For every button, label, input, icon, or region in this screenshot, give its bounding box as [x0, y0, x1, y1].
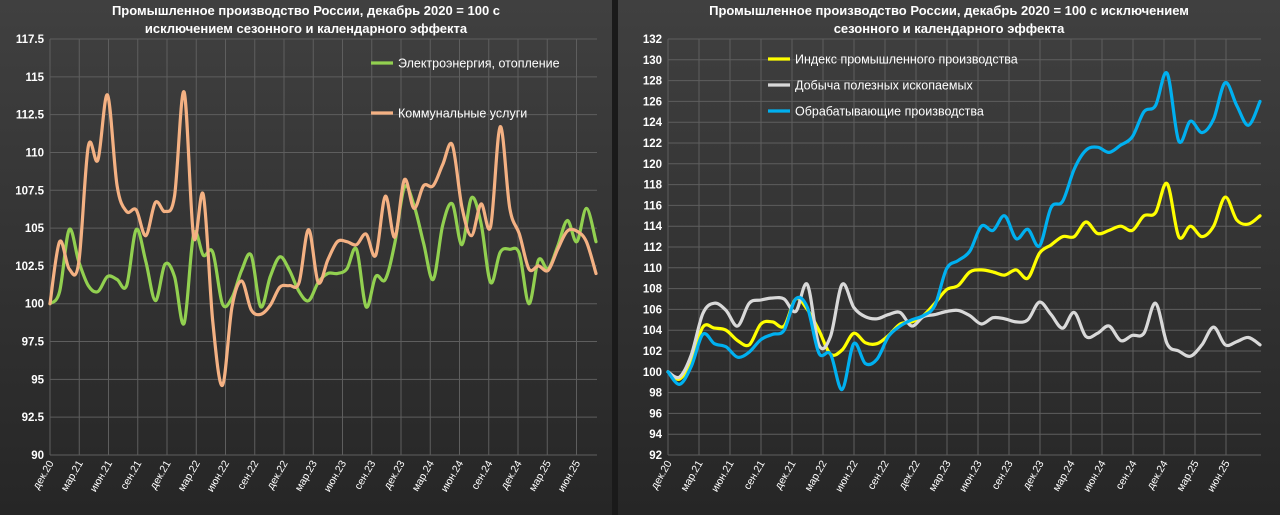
left-y-tick-label: 105 [25, 223, 45, 235]
right-x-tick-label: дек.23 [1021, 458, 1047, 491]
left-x-tick-label: сен.22 [235, 458, 261, 491]
right-x-tick-label: дек.21 [773, 458, 799, 491]
right-x-tick-label: сен.21 [741, 458, 767, 491]
left-chart-title-line2: исключением сезонного и календарного эфф… [144, 21, 468, 36]
left-legend-label-2: Коммунальные услуги [398, 107, 527, 121]
right-x-tick-label: мар.21 [678, 458, 705, 493]
right-x-tick-label: сен.23 [989, 458, 1015, 491]
right-y-tick-label: 122 [643, 138, 662, 150]
right-y-tick-label: 102 [643, 346, 662, 358]
right-y-tick-label: 98 [649, 388, 662, 400]
right-x-tick-label: июн.24 [1081, 458, 1109, 494]
right-x-tick-label: мар.24 [1050, 458, 1077, 493]
left-x-tick-label: июн.24 [439, 458, 467, 494]
right-legend-label-1: Индекс промышленного производства [795, 53, 1018, 67]
left-x-tick-label: мар.23 [293, 458, 320, 493]
right-y-tick-label: 124 [643, 117, 663, 129]
right-x-tick-label: дек.20 [649, 458, 675, 491]
right-legend-label-3: Обрабатывающие производства [795, 105, 984, 119]
left-x-tick-label: мар.24 [410, 458, 437, 493]
right-y-tick-label: 110 [643, 263, 662, 275]
left-x-tick-label: мар.25 [527, 458, 554, 493]
left-x-tick-label: дек.22 [265, 458, 291, 491]
left-y-tick-label: 100 [25, 299, 44, 311]
right-x-tick-label: мар.22 [802, 458, 829, 493]
left-chart-svg: 90 92.5 95 97.5 100 102.5 105 107.5 110 112.5 115 1… [15, 34, 598, 494]
left-series-line-2 [48, 90, 598, 388]
right-y-tick-label: 118 [643, 180, 662, 192]
left-y-tick-label: 90 [31, 450, 44, 462]
right-chart-title-line1: Промышленное производство России, декабр… [709, 3, 1189, 18]
right-y-tick-label: 130 [643, 55, 662, 67]
left-x-tick-label: июн.21 [88, 458, 116, 494]
right-x-tick-label: июн.25 [1205, 458, 1233, 494]
right-x-tick-label: сен.22 [865, 458, 891, 491]
left-x-tick-label: июн.25 [556, 458, 584, 494]
left-x-tick-label: дек.23 [382, 458, 408, 491]
right-y-tick-label: 116 [643, 200, 662, 212]
left-x-tick-label: мар.21 [59, 458, 86, 493]
panel-divider [612, 0, 618, 515]
right-y-tick-label: 92 [649, 450, 662, 462]
right-y-tick-label: 106 [643, 304, 662, 316]
left-x-tick-label: июн.22 [205, 458, 233, 494]
right-chart-title: Промышленное производство России, декабр… [618, 2, 1280, 38]
left-chart-title: Промышленное производство России, декабр… [0, 2, 612, 38]
left-x-tick-label: сен.23 [352, 458, 378, 491]
right-x-tick-label: июн.21 [709, 458, 737, 494]
left-x-tick-label: сен.21 [118, 458, 144, 491]
right-y-tick-label: 128 [643, 76, 663, 88]
right-x-tick-label: сен.24 [1113, 458, 1139, 491]
right-x-tick-label: мар.23 [926, 458, 953, 493]
left-x-tick-label: мар.22 [176, 458, 203, 493]
left-y-tick-label: 117.5 [16, 34, 45, 46]
left-y-tick-label: 95 [31, 374, 44, 386]
left-x-tick-label: сен.24 [469, 458, 495, 491]
right-y-tick-label: 108 [643, 284, 663, 296]
right-legend-label-2: Добыча полезных ископаемых [795, 79, 973, 93]
right-y-tick-label: 112 [643, 242, 662, 254]
right-y-tick-label: 126 [643, 96, 662, 108]
right-y-tick-label: 94 [649, 429, 662, 441]
right-x-tick-label: дек.24 [1145, 458, 1171, 491]
left-y-tick-label: 102.5 [15, 261, 44, 273]
right-y-tick-label: 114 [643, 221, 662, 233]
right-chart-svg: 92 94 96 98 100 102 104 106 108 110 112 114 116 118 12… [643, 34, 1262, 494]
left-legend-label-1: Электроэнергия, отопление [398, 57, 560, 71]
right-y-tick-label: 100 [643, 367, 662, 379]
left-x-tick-label: июн.23 [322, 458, 350, 494]
left-y-tick-label: 115 [25, 72, 44, 84]
right-y-tick-label: 132 [643, 34, 662, 46]
left-chart-title-line1: Промышленное производство России, декабр… [111, 3, 501, 18]
right-y-tick-label: 104 [643, 325, 663, 337]
left-y-tick-label: 107.5 [15, 185, 44, 197]
left-y-tick-label: 110 [25, 147, 44, 159]
left-x-tick-label: дек.20 [31, 458, 57, 491]
left-y-tick-label: 112.5 [16, 110, 45, 122]
right-x-tick-label: дек.22 [897, 458, 923, 491]
left-x-tick-label: дек.24 [499, 458, 525, 491]
right-x-tick-label: июн.22 [833, 458, 861, 494]
right-series-line-2 [666, 282, 1262, 380]
right-chart-panel: Промышленное производство России, декабр… [618, 0, 1280, 515]
right-x-tick-label: мар.25 [1174, 458, 1201, 493]
left-y-tick-label: 97.5 [22, 337, 45, 349]
left-y-tick-label: 92.5 [22, 412, 45, 424]
right-x-tick-label: июн.23 [957, 458, 985, 494]
left-chart-panel: Промышленное производство России, декабр… [0, 0, 612, 515]
right-y-tick-label: 96 [649, 408, 662, 420]
right-series-line-3 [666, 71, 1262, 392]
right-y-tick-label: 120 [643, 159, 662, 171]
right-series-line-1 [666, 181, 1262, 381]
left-x-tick-label: дек.21 [148, 458, 174, 491]
right-chart-title-line2: сезонного и календарного эффекта [833, 21, 1065, 36]
